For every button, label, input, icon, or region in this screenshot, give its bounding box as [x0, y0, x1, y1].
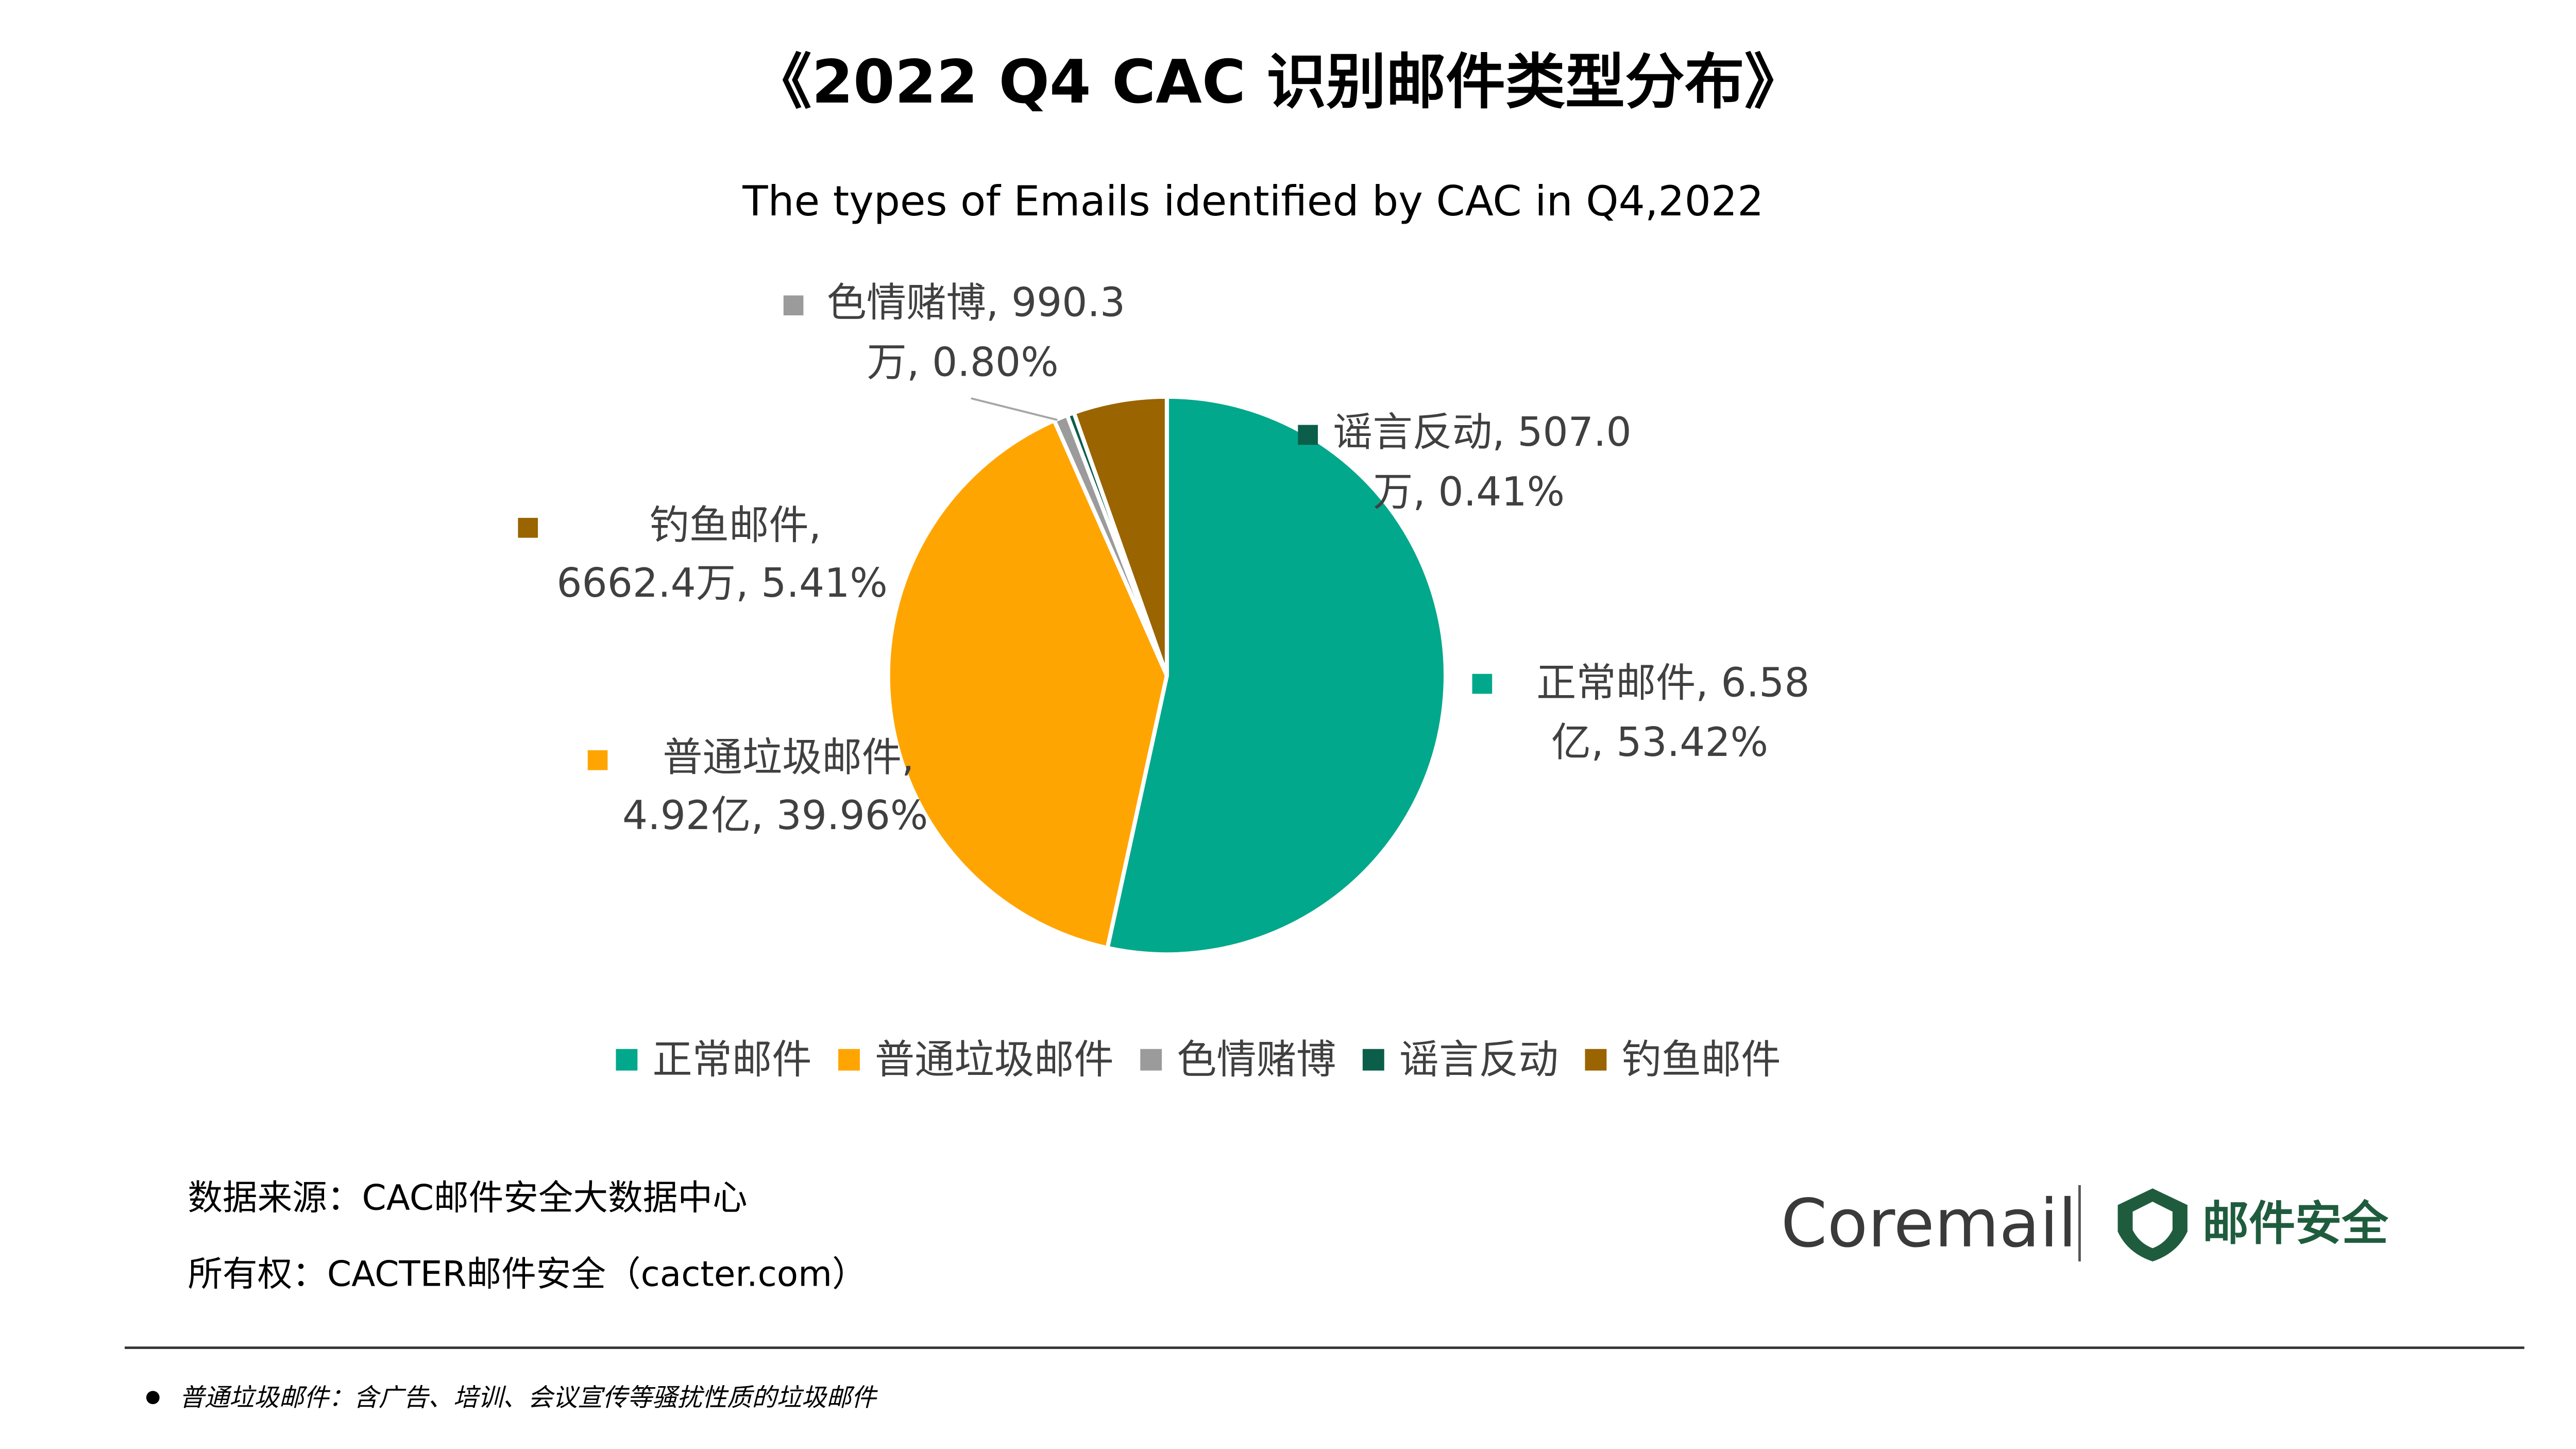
legend-key	[1140, 1049, 1162, 1071]
data-source: 数据来源：CAC邮件安全大数据中心	[188, 1177, 747, 1218]
legend-label: 钓鱼邮件	[1621, 1036, 1781, 1083]
data-label: 4.92亿, 39.96%	[622, 793, 928, 839]
legend-key	[616, 1049, 638, 1071]
data-label: 色情赌博, 990.3	[827, 280, 1126, 326]
data-label: 钓鱼邮件,	[649, 502, 821, 548]
logo-brand: Coremail	[1781, 1185, 2077, 1262]
leader-line	[971, 397, 1058, 421]
legend-key	[1362, 1049, 1384, 1071]
footnote: 普通垃圾邮件：含广告、培训、会议宣传等骚扰性质的垃圾邮件	[179, 1383, 878, 1412]
label-key	[518, 517, 538, 538]
legend-label: 色情赌博	[1177, 1036, 1336, 1083]
data-label: 6662.4万, 5.41%	[556, 560, 887, 606]
data-label: 正常邮件, 6.58	[1536, 660, 1809, 706]
logo-product: 邮件安全	[2202, 1197, 2389, 1251]
chart-subtitle: The types of Emails identified by CAC in…	[742, 177, 1764, 225]
legend-label: 谣言反动	[1399, 1036, 1558, 1083]
label-key	[1472, 673, 1493, 694]
data-label: 谣言反动, 507.0	[1333, 409, 1632, 456]
bullet	[146, 1391, 160, 1405]
legend: 正常邮件 普通垃圾邮件 色情赌博 谣言反动 钓鱼邮件	[616, 1036, 1781, 1083]
logo-shield	[2117, 1188, 2188, 1262]
label-key	[783, 295, 804, 316]
data-label: 万, 0.41%	[1373, 469, 1565, 515]
pie	[886, 394, 1448, 957]
pie-slice	[1071, 394, 1169, 677]
chart-title: 《2022 Q4 CAC 识别邮件类型分布》	[752, 47, 1804, 117]
legend-key	[838, 1049, 860, 1071]
legend-key	[1585, 1049, 1607, 1071]
legend-label: 正常邮件	[652, 1036, 811, 1083]
pie-slice	[886, 417, 1170, 951]
data-label: 普通垃圾邮件,	[663, 734, 914, 781]
label-key	[1298, 425, 1318, 445]
data-label: 亿, 53.42%	[1551, 719, 1768, 766]
data-label: 万, 0.80%	[867, 340, 1059, 386]
ownership: 所有权：CACTER邮件安全（cacter.com）	[188, 1254, 867, 1294]
label-key	[587, 750, 608, 770]
legend-label: 普通垃圾邮件	[875, 1036, 1114, 1083]
data-labels: 正常邮件, 6.58 亿, 53.42% 普通垃圾邮件, 4.92亿, 39.96% 色…	[518, 280, 1810, 839]
